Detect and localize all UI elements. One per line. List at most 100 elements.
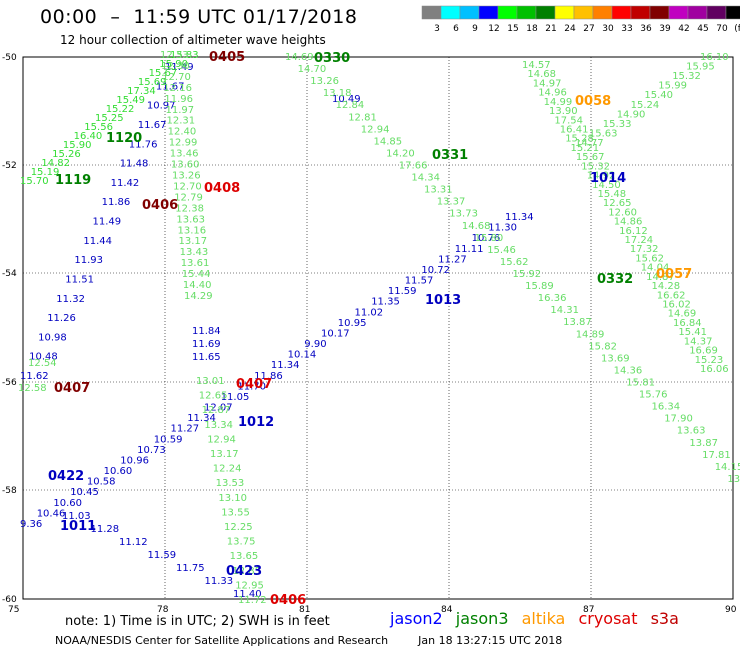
swh-value: 15.99 <box>658 81 687 92</box>
swh-value: 13.69 <box>601 353 630 364</box>
swh-value: 11.67 <box>138 120 167 131</box>
swh-value: 15.19 <box>31 167 60 178</box>
swh-value: 10.72 <box>421 265 450 276</box>
scale-label: 36 <box>640 24 652 34</box>
swh-value: 10.58 <box>87 477 116 488</box>
swh-value: 13.10 <box>218 493 247 504</box>
pass-label-1014: 1014 <box>590 171 626 186</box>
swh-value: 11.48 <box>120 159 149 170</box>
swh-value: 14.82 <box>41 158 70 169</box>
swh-value: 12.70 <box>162 72 191 83</box>
legend-s3a: s3a <box>650 609 679 628</box>
swh-value: 13.26 <box>310 76 339 87</box>
swh-value: 11.59 <box>148 550 177 561</box>
swh-value: 14.29 <box>184 291 213 302</box>
swh-value: 11.49 <box>93 217 122 228</box>
scale-label: 33 <box>621 24 632 34</box>
swh-value: 9.90 <box>304 339 326 350</box>
swh-value: 14.86 <box>614 217 643 228</box>
pass-label-0057: 0057 <box>656 267 692 282</box>
swh-value: 15.95 <box>686 62 715 73</box>
pass-labels: 0422 1011 1012 1013 1014 0423 1119 1120 0330 0331… <box>48 50 692 608</box>
swh-value: 12.95 <box>235 580 264 591</box>
swh-value: 15.49 <box>116 95 145 106</box>
pass-label-0332: 0332 <box>597 272 633 287</box>
y-tick-label: -56 <box>2 378 17 388</box>
swh-value: 12.94 <box>207 434 236 445</box>
pass-label-1012: 1012 <box>238 415 274 430</box>
swh-value: 17.24 <box>625 235 654 246</box>
scale-label: 21 <box>545 24 556 34</box>
swh-value: 10.49 <box>332 94 361 105</box>
satellite-tracks: 9.3610.4610.6010.4510.5810.6010.9610.731… <box>18 50 740 606</box>
swh-value: 13.61 <box>181 258 210 269</box>
pass-label-0423: 0423 <box>226 564 262 579</box>
swh-value: 14.68 <box>527 69 556 80</box>
swh-value: 14.57 <box>522 60 551 71</box>
satellite-legend: jason2 jason3 altika cryosat s3a <box>390 609 687 628</box>
swh-value: 13.75 <box>227 537 256 548</box>
swh-value: 15.46 <box>487 245 516 256</box>
swh-value: 11.30 <box>488 223 517 234</box>
scale-label: 45 <box>697 24 708 34</box>
swh-value: 13.87 <box>689 438 718 449</box>
swh-value: 17.81 <box>702 450 731 461</box>
swh-value: 10.98 <box>38 332 67 343</box>
map-frame <box>22 56 734 600</box>
swh-value: 12.33 <box>160 50 189 61</box>
swh-value: 12.79 <box>174 192 203 203</box>
swh-value: 16.10 <box>700 52 729 63</box>
swh-value: 15.90 <box>159 59 188 70</box>
swh-value: 11.49 <box>165 62 194 73</box>
scale-label: 3 <box>434 24 440 34</box>
swh-value: 13.18 <box>323 88 352 99</box>
swh-value: 15.76 <box>639 390 668 401</box>
swh-value: 10.14 <box>288 350 317 361</box>
swh-value: 11.72 <box>238 595 267 606</box>
swh-value: 16.02 <box>662 300 691 311</box>
swh-value: 12.58 <box>18 383 47 394</box>
scale-label: 39 <box>659 24 671 34</box>
swh-value: 11.84 <box>192 326 221 337</box>
swh-value: 15.83 <box>170 50 199 61</box>
swh-value: 15.33 <box>603 119 632 130</box>
swh-value: 10.97 <box>147 101 176 112</box>
swh-value: 17.34 <box>127 86 156 97</box>
swh-value: 11.93 <box>74 255 103 266</box>
swh-value: 14.04 <box>641 263 670 274</box>
pass-label-0330: 0330 <box>314 51 350 66</box>
swh-value: 12.85 <box>232 566 261 577</box>
swh-value: 15.67 <box>149 68 178 79</box>
swh-value: 10.76 <box>472 233 501 244</box>
swh-value: 10.60 <box>104 466 133 477</box>
swh-value: 11.76 <box>129 139 158 150</box>
swh-value: 15.90 <box>63 140 92 151</box>
swh-value: 13.63 <box>176 214 205 225</box>
legend-altika: altika <box>521 609 566 628</box>
swh-value: 15.62 <box>635 254 664 265</box>
x-tick-label: 84 <box>441 605 453 615</box>
swh-value: 13.55 <box>221 507 250 518</box>
swh-value: 12.25 <box>224 522 253 533</box>
map-grid <box>23 57 733 599</box>
scale-label: 15 <box>507 24 518 34</box>
swh-value: 15.82 <box>588 341 617 352</box>
swh-value: 11.62 <box>20 371 49 382</box>
swh-value: 10.59 <box>154 434 183 445</box>
swh-value: 14.31 <box>550 305 579 316</box>
swh-value: 13.31 <box>424 185 453 196</box>
swh-value: 11.34 <box>271 360 300 371</box>
swh-value: 9.36 <box>20 519 42 530</box>
swh-value: 11.65 <box>192 352 221 363</box>
swh-value: 12.87 <box>202 405 231 416</box>
swh-value: 16.34 <box>652 402 681 413</box>
swh-value: 13.16 <box>178 225 207 236</box>
swh-value: 14.15 <box>715 462 740 473</box>
pass-label-0058: 0058 <box>575 94 611 109</box>
swh-value: 16.69 <box>689 346 718 357</box>
swh-value: 11.59 <box>388 286 417 297</box>
swh-value: 16.12 <box>619 226 648 237</box>
pass-label-1013: 1013 <box>425 293 461 308</box>
swh-value: 17.32 <box>630 244 659 255</box>
